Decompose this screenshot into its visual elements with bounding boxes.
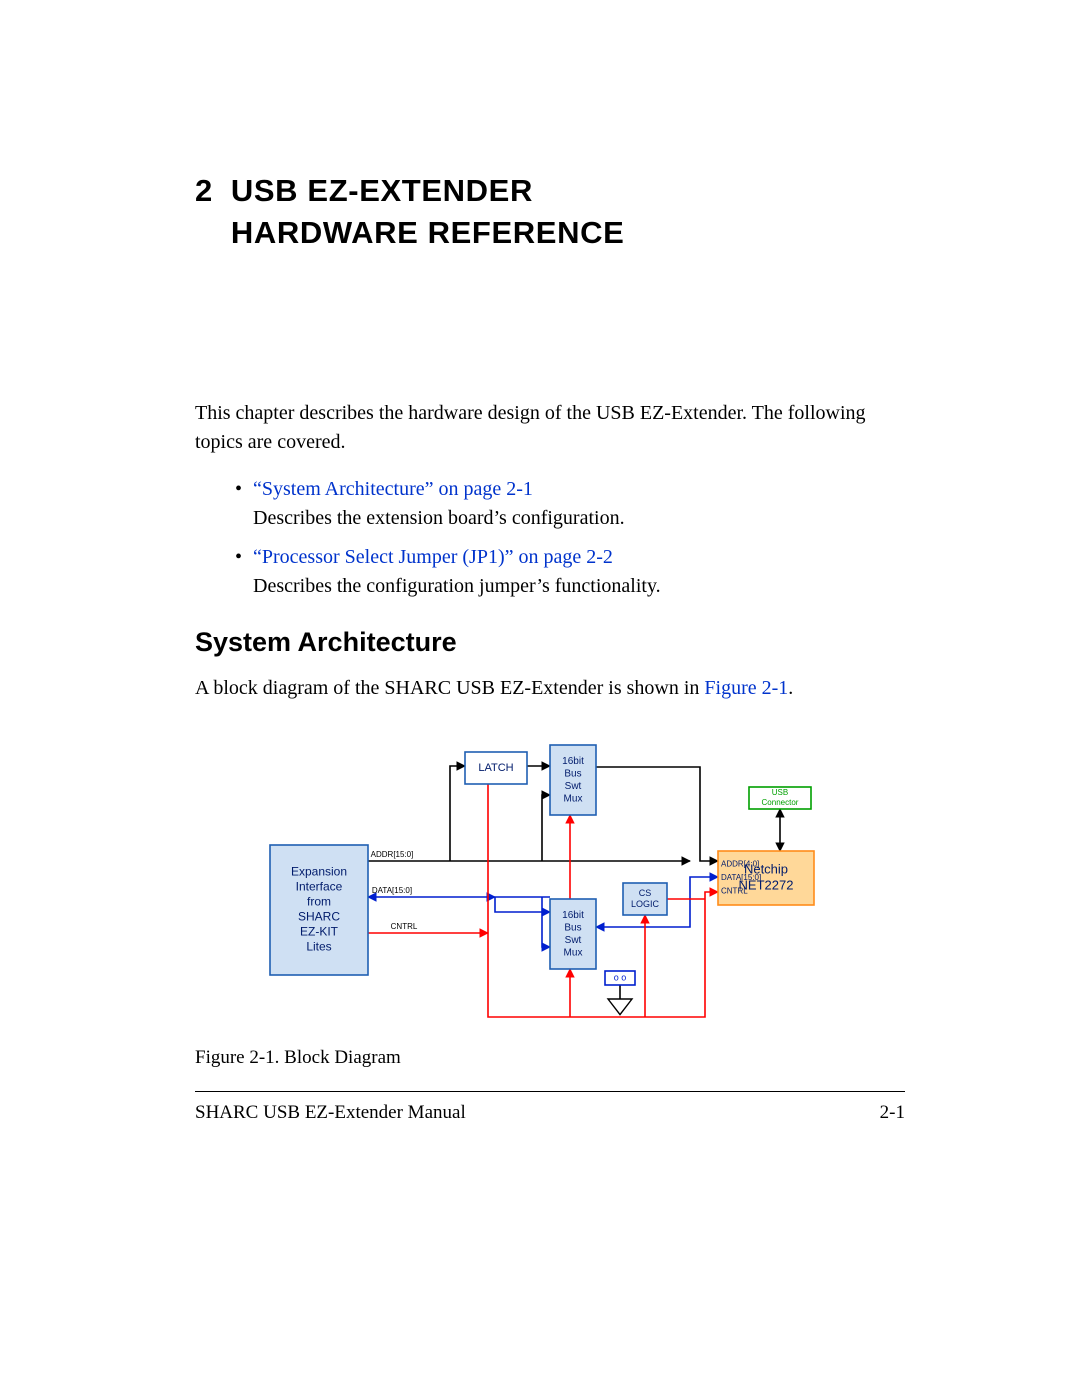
topic-link[interactable]: “Processor Select Jumper (JP1)” on page … (253, 546, 613, 568)
svg-text:EZ-KIT: EZ-KIT (300, 924, 339, 938)
chapter-heading: 2USB EZ-EXTENDER 2HARDWARE REFERENCE (195, 170, 905, 254)
svg-text:SHARC: SHARC (298, 909, 340, 923)
svg-text:Mux: Mux (564, 793, 583, 804)
section-paragraph: A block diagram of the SHARC USB EZ-Exte… (195, 674, 905, 703)
svg-text:LOGIC: LOGIC (631, 899, 660, 909)
svg-text:CNTRL: CNTRL (391, 922, 418, 931)
topic-list: “System Architecture” on page 2-1 Descri… (195, 475, 905, 601)
page-footer: SHARC USB EZ-Extender Manual 2-1 (195, 1091, 905, 1124)
list-item: “Processor Select Jumper (JP1)” on page … (195, 543, 905, 601)
svg-text:Connector: Connector (762, 798, 799, 807)
section-text-pre: A block diagram of the SHARC USB EZ-Exte… (195, 677, 704, 699)
svg-text:DATA[15:0]: DATA[15:0] (372, 886, 412, 895)
svg-text:Interface: Interface (296, 879, 343, 893)
section-heading: System Architecture (195, 627, 905, 658)
section-text-post: . (788, 677, 793, 699)
svg-text:16bit: 16bit (562, 756, 584, 767)
svg-text:Expansion: Expansion (291, 864, 347, 878)
svg-text:DATA[15:0]: DATA[15:0] (721, 873, 761, 882)
svg-text:Swt: Swt (565, 781, 582, 792)
list-item: “System Architecture” on page 2-1 Descri… (195, 475, 905, 533)
topic-desc: Describes the configuration jumper’s fun… (253, 575, 661, 597)
chapter-number: 2 (195, 173, 213, 208)
svg-text:Lites: Lites (306, 939, 331, 953)
svg-text:Mux: Mux (564, 947, 583, 958)
svg-text:16bit: 16bit (562, 910, 584, 921)
block-diagram-figure: ExpansionInterfacefromSHARCEZ-KITLites LA… (195, 727, 905, 1037)
footer-left: SHARC USB EZ-Extender Manual (195, 1102, 466, 1124)
chapter-title-line1: USB EZ-EXTENDER (231, 173, 533, 208)
svg-text:o o: o o (614, 972, 627, 982)
svg-text:CNTRL: CNTRL (721, 886, 748, 895)
svg-text:ADDR[15:0]: ADDR[15:0] (371, 850, 414, 859)
svg-text:Bus: Bus (564, 768, 581, 779)
figure-caption: Figure 2-1. Block Diagram (195, 1047, 905, 1069)
svg-text:LATCH: LATCH (478, 762, 513, 774)
block-diagram-svg: ExpansionInterfacefromSHARCEZ-KITLites LA… (250, 727, 850, 1037)
svg-text:from: from (307, 894, 331, 908)
svg-text:CS: CS (639, 887, 652, 897)
topic-link[interactable]: “System Architecture” on page 2-1 (253, 478, 533, 500)
figure-ref-link[interactable]: Figure 2-1 (704, 677, 788, 699)
svg-text:Swt: Swt (565, 935, 582, 946)
footer-right: 2-1 (880, 1102, 905, 1124)
svg-text:ADDR[4:0]: ADDR[4:0] (721, 859, 759, 868)
chapter-title-line2: HARDWARE REFERENCE (231, 215, 625, 250)
intro-paragraph: This chapter describes the hardware desi… (195, 399, 905, 457)
topic-desc: Describes the extension board’s configur… (253, 507, 625, 529)
svg-text:Bus: Bus (564, 922, 581, 933)
svg-text:USB: USB (772, 788, 788, 797)
